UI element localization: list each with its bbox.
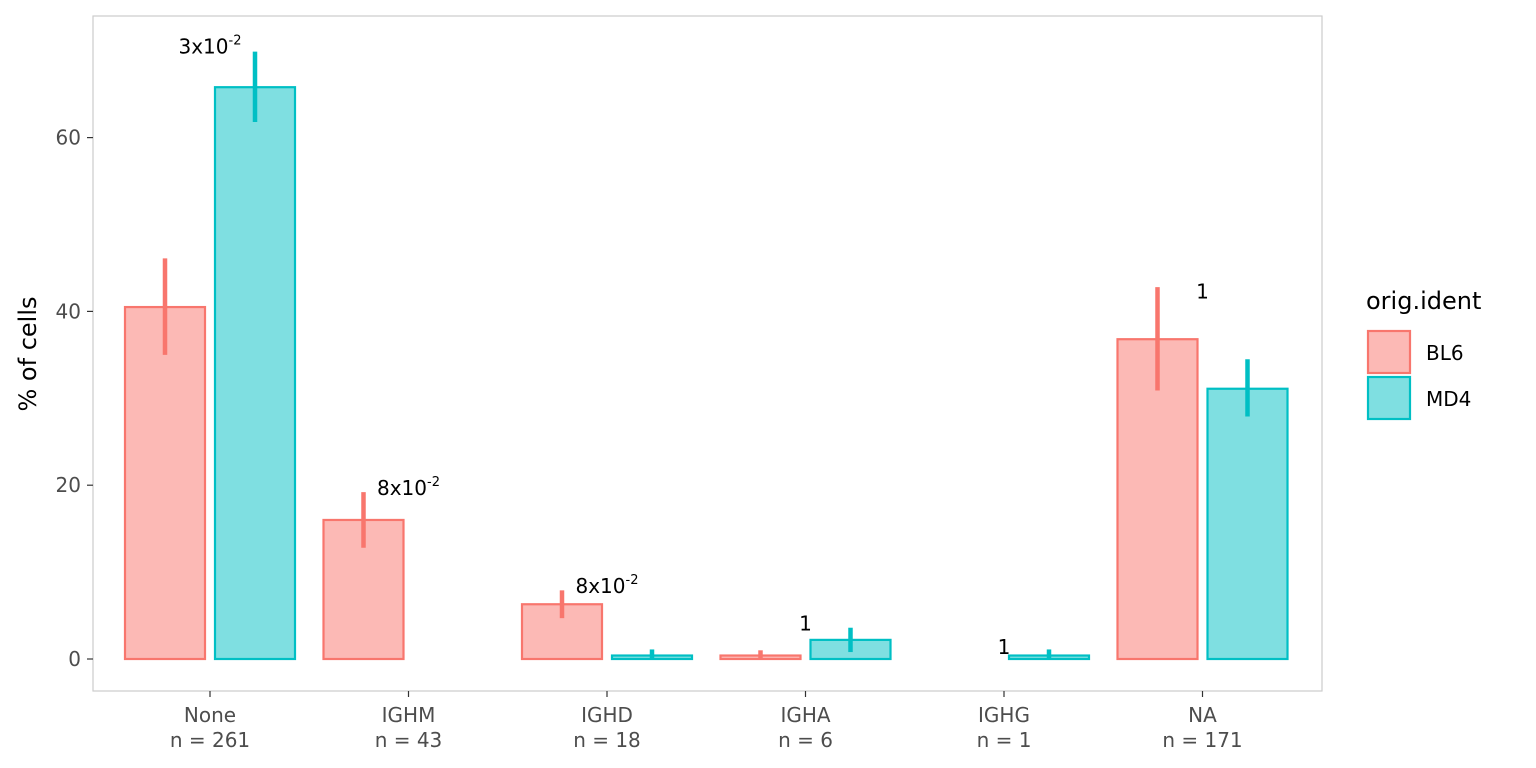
legend-label-md4: MD4 — [1426, 387, 1471, 411]
x-tick-count: n = 6 — [778, 728, 833, 752]
legend-key-bl6 — [1366, 329, 1412, 375]
p-value-label: 1 — [799, 611, 812, 635]
x-tick-label: IGHG — [978, 703, 1030, 727]
p-value-label: 1 — [1196, 279, 1209, 303]
y-tick-label: 60 — [56, 126, 81, 150]
bar-md4-none — [213, 86, 297, 661]
x-tick-label: IGHD — [581, 703, 633, 727]
x-tick-label: None — [184, 703, 236, 727]
legend-title: orig.ident — [1366, 287, 1481, 315]
x-tick-count: n = 261 — [170, 728, 250, 752]
x-tick-count: n = 171 — [1162, 728, 1242, 752]
y-axis-title: % of cells — [14, 297, 42, 412]
y-tick-label: 40 — [56, 299, 81, 323]
p-value-label: 8x10-2 — [576, 573, 639, 598]
x-tick-label: IGHM — [382, 703, 436, 727]
x-tick-count: n = 18 — [573, 728, 641, 752]
error-bars — [162, 51, 1250, 659]
bar-bl6-na — [1116, 338, 1199, 661]
legend-key-md4 — [1366, 375, 1412, 421]
annotations: 3x10-2 8x10-2 8x10-2 1 1 1 — [179, 33, 1209, 658]
legend-label-bl6: BL6 — [1426, 341, 1464, 365]
x-tick-count: n = 43 — [375, 728, 443, 752]
y-tick-label: 20 — [56, 473, 81, 497]
p-value-label: 1 — [998, 635, 1011, 659]
y-tick-label: 0 — [68, 647, 81, 671]
p-value-label: 3x10-2 — [179, 33, 242, 58]
bar-bl6-ighm — [322, 518, 405, 661]
bar-bl6-none — [123, 305, 207, 661]
bar-md4-na — [1206, 387, 1289, 661]
legend: orig.ident BL6 MD4 — [1366, 287, 1481, 421]
x-tick-count: n = 1 — [977, 728, 1032, 752]
p-value-label: 8x10-2 — [377, 475, 440, 500]
x-tick-label: IGHA — [780, 703, 830, 727]
x-tick-label: NA — [1188, 703, 1217, 727]
y-axis: 0 20 40 60 — [56, 126, 93, 671]
